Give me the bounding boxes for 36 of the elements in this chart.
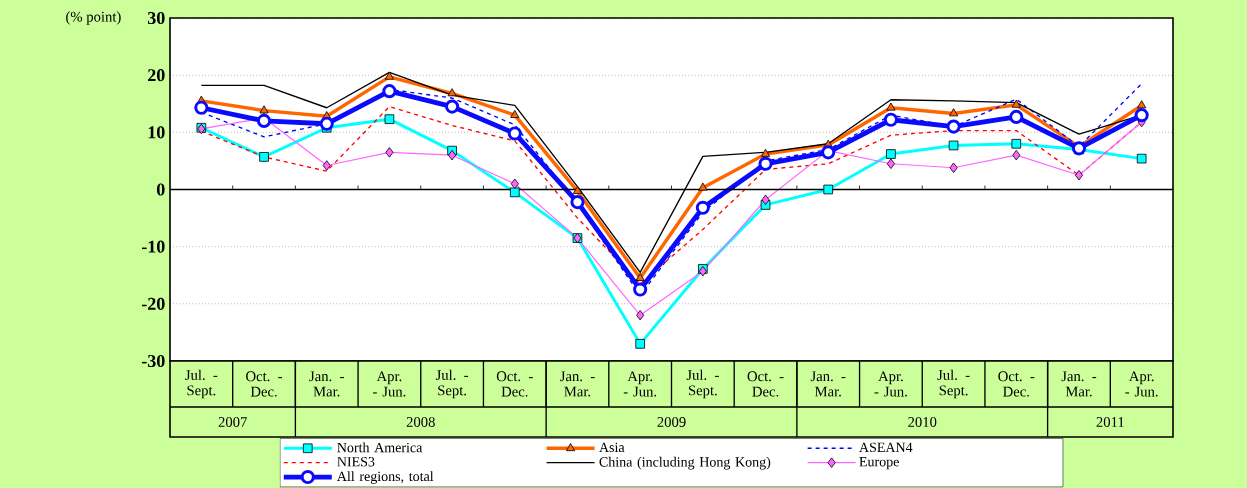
text: 2007 [218,417,247,427]
legend-label: NIES3 [337,457,375,467]
y-tick-label: 20 [148,69,165,82]
x-tick-label: Apr. - Jun. [623,371,657,397]
x-tick-label: Jul. - Sept. [185,369,218,399]
x-tick-label: Oct. - Dec. [246,371,283,397]
x-tick-label: Apr. - Jun. [1125,371,1158,397]
legend-label: ASEAN4 [859,442,913,453]
x-tick-label: Apr. - Jun. [373,371,406,397]
y-tick-label: 10 [148,126,165,139]
y-axis-title: (% point) [66,11,121,25]
y-tick-label: 30 [147,11,165,25]
x-tick-label: Jan. - Mar. [1061,371,1097,397]
y-tick-label: -10 [141,240,165,253]
legend-label: North America [337,442,423,453]
x-tick-label: Jul. - Sept. [686,369,719,399]
text: 2010 [908,417,937,427]
legend-label: All regions, total [336,471,434,484]
text: 2008 [406,417,435,427]
x-tick-label: Oct. - Dec. [747,371,784,397]
text: 2009 [657,417,686,427]
x-tick-label: Jan. - Mar. [309,371,344,397]
x-tick-label: Jul. - Sept. [937,369,970,399]
y-tick-label: 0 [156,183,165,196]
legend-label: China (including Hong Kong) [599,456,771,470]
x-tick-label: Apr. - Jun. [874,371,907,397]
legend-label: Europe [859,457,899,470]
x-tick-label: Oct. - Dec. [998,371,1035,397]
legend-label: Asia [599,442,625,453]
text: 2011 [1096,417,1124,427]
x-tick-label: Jul. - Sept. [435,369,469,399]
y-tick-label: -20 [141,297,165,310]
y-tick-label: -30 [141,354,165,368]
x-tick-label: Jan. - Mar. [810,371,846,397]
x-tick-label: Jan. - Mar. [560,371,595,397]
x-tick-label: Oct. - Dec. [496,371,533,397]
